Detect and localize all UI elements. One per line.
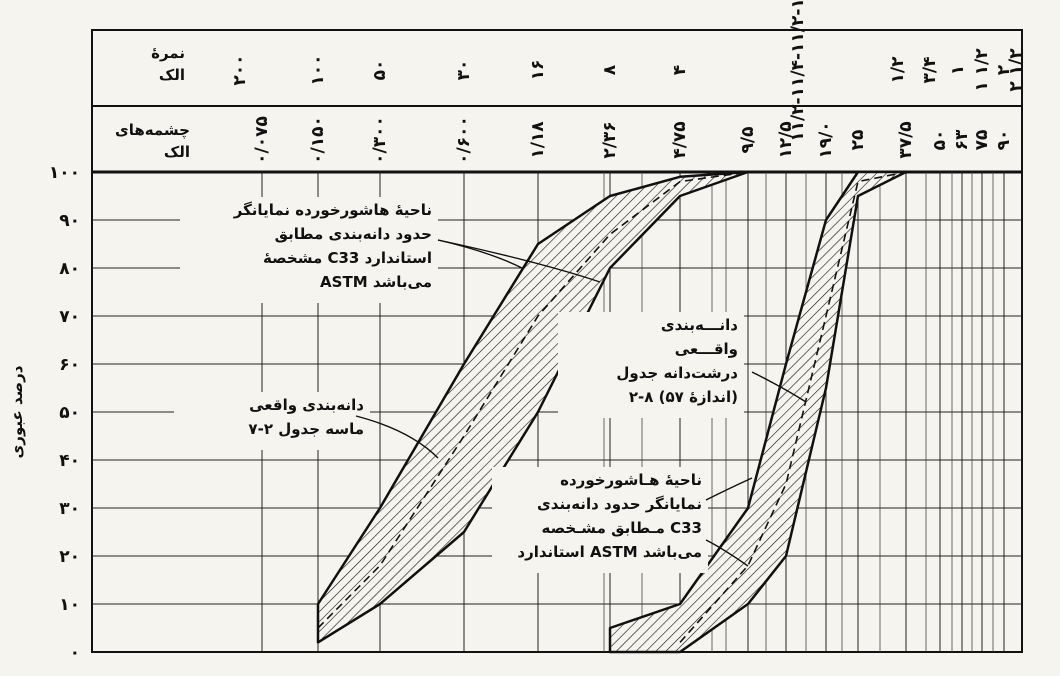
sieve-number-label: ۱ ۱/۲ [972, 48, 992, 92]
sieve-opening-label: ۱/۱۸ [528, 121, 548, 159]
sieve-opening-label: ۲۵ [848, 130, 868, 151]
sieve-number-header: الک [159, 66, 185, 84]
annotation-text: ASTM می‌باشد [320, 273, 432, 291]
y-tick-label: ۹۰ [59, 211, 80, 231]
sieve-opening-label: ۵۰ [930, 130, 950, 151]
sieve-opening-header: الک [164, 143, 190, 161]
sieve-number-label: ۲ ۱/۲ [1006, 48, 1026, 92]
y-tick-label: ۶۰ [59, 355, 80, 375]
annotation-text: دانه‌بندی واقعی [249, 396, 364, 414]
sieve-opening-label: ۱۹/۰ [816, 121, 836, 158]
sieve-opening-label: ۰/۰۷۵ [252, 116, 272, 164]
sieve-number-header: نمرهٔ [151, 44, 185, 62]
annotation-text: ۲-۸ (اندازهٔ ۵۷) [629, 388, 738, 406]
annotation-leader [751, 371, 807, 403]
sieve-opening-label: ۹۰ [994, 130, 1014, 151]
annotation-text: ماسه جدول ۲-۷ [248, 420, 364, 438]
annotation-background [558, 312, 744, 418]
sieve-opening-label: ۰/۳۰۰ [370, 116, 390, 164]
sieve-number-label: ۳۰ [454, 60, 474, 81]
annotation-text: نمایانگر حدود دانه‌بندی [537, 495, 702, 513]
y-tick-label: ۸۰ [59, 259, 80, 279]
sieve-opening-label: ۲/۳۶ [600, 121, 620, 158]
annotation-text: ناحیهٔ هـاشورخورده [560, 471, 702, 489]
annotation-text: حدود دانه‌بندی مطابق [275, 225, 432, 243]
annotation-text: واقـــعی [675, 340, 738, 358]
sieve-number-label: ۱۰۰ [308, 54, 328, 85]
sieve-opening-label: ۶۳ [952, 129, 972, 150]
sieve-number-label: ۱ [948, 65, 968, 75]
annotation-text: استاندارد ASTM می‌باشد [517, 543, 702, 561]
sieve-number-label: ۱۱/۲-۱۱/۴-۱۱/۲-۱ [788, 0, 808, 142]
annotation-leader [355, 415, 439, 459]
y-axis-label: درصد عبوری [8, 365, 26, 458]
y-tick-label: ۱۰ [59, 595, 80, 615]
sieve-opening-label: ۴/۷۵ [670, 121, 690, 158]
y-tick-label: ۰ [70, 643, 80, 663]
annotation-leader [437, 239, 523, 269]
annotation-background [492, 467, 708, 573]
annotation-text: درشت‌دانه جدول [616, 364, 738, 382]
y-tick-label: ۵۰ [59, 403, 80, 423]
annotation-leader [705, 477, 753, 501]
annotation-text: مشخصهٔ C33 استاندارد [263, 249, 432, 267]
sieve-opening-label: ۱۲/۵ [776, 121, 796, 158]
sieve-opening-label: ۹/۵ [738, 127, 758, 154]
sieve-opening-header: چشمه‌های [115, 121, 190, 140]
sieve-number-label: ۴ [670, 65, 690, 75]
sieve-number-label: ۸ [600, 64, 620, 75]
y-tick-label: ۳۰ [59, 499, 80, 519]
annotation-leader [437, 239, 601, 283]
sieve-number-label: ۱/۲ [888, 56, 908, 84]
annotation-text: دانـــه‌بندی [661, 316, 738, 334]
annotation-text: ناحیهٔ هاشورخورده نمایانگر [233, 201, 432, 219]
sieve-opening-label: ۳۷/۵ [896, 121, 916, 158]
sieve-number-label: ۲۰۰ [230, 54, 250, 85]
annotation-background [174, 392, 370, 450]
sieve-number-label: ۵۰ [370, 60, 390, 81]
line-actual-fine [317, 171, 749, 629]
annotation-leader [705, 539, 749, 567]
annotation-background [180, 197, 438, 303]
line-actual-coarse [679, 171, 907, 643]
y-tick-label: ۷۰ [59, 307, 80, 327]
y-tick-label: ۱۰۰ [49, 163, 80, 183]
sieve-opening-label: ۰/۶۰۰ [454, 116, 474, 164]
y-tick-label: ۲۰ [59, 547, 80, 567]
annotation-text: مـطابق مشـخصه C33 [541, 519, 702, 537]
band-fine [316, 170, 750, 644]
sieve-number-label: ۱۶ [528, 60, 548, 81]
sieve-opening-label: ۰/۱۵۰ [308, 116, 328, 164]
sieve-number-label: ۲ [994, 64, 1014, 75]
y-tick-label: ۴۰ [59, 451, 80, 471]
sieve-opening-label: ۷۵ [972, 130, 992, 151]
sieve-number-label: ۳/۴ [920, 57, 940, 84]
chart-frame [91, 29, 1023, 653]
